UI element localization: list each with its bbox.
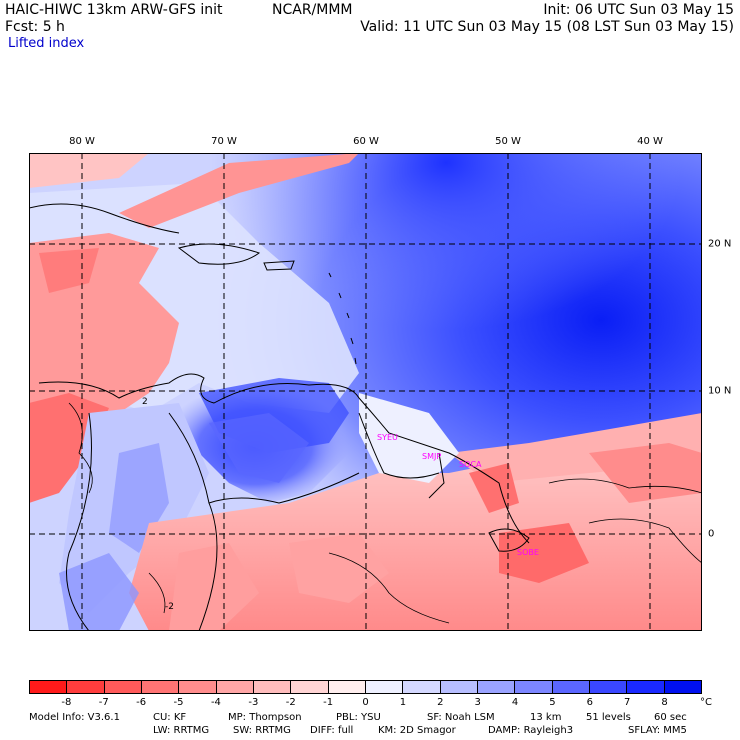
map-frame [29,153,702,631]
colorbar-segment [365,681,404,693]
colorbar-segment [440,681,478,693]
pbl-scheme: PBL: YSU [336,712,381,723]
colorbar-tick-label: -7 [98,697,109,708]
colorbar-segment [664,681,701,693]
km-option: KM: 2D Smagor [378,725,456,736]
colorbar-tick-label: 8 [661,697,668,708]
colorbar-tick-label: -2 [285,697,296,708]
station-sobe: SOBE [517,548,539,557]
damping-option: DAMP: Rayleigh3 [488,725,574,736]
colorbar-tick-label: -8 [61,697,72,708]
lat-label-20n: 20 N [708,238,732,250]
surface-scheme: SF: Noah LSM [427,712,495,723]
field-name: Lifted index [8,36,85,51]
colorbar-tick-label: 3 [474,697,481,708]
init-time: Init: 06 UTC Sun 03 May 15 [543,2,734,18]
colorbar-tick-label: 5 [549,697,556,708]
colorbar-tick-label: 4 [511,697,519,708]
colorbar [29,680,702,694]
lon-label-60w: 60 W [353,136,379,147]
cumulus-scheme: CU: KF [153,712,187,723]
colorbar-tick-label: 1 [399,697,407,708]
lat-label-10n: 10 N [708,385,732,397]
colorbar-tick-label: 7 [624,697,631,708]
grid-spacing: 13 km [530,712,562,723]
station-syeu: SYEU [377,433,398,442]
colorbar-tick-label: -5 [173,697,184,708]
colorbar-segment [589,681,628,693]
station-smjp: SMJP [422,452,441,461]
colorbar-tick-label: -3 [248,697,259,708]
forecast-hour: Fcst: 5 h [5,19,65,35]
colorbar-tick-label: 6 [586,697,594,708]
colorbar-tick-label: -4 [210,697,221,708]
colorbar-segment [328,681,366,693]
model-title: HAIC-HIWC 13km ARW-GFS init [5,2,223,18]
lon-label-70w: 70 W [211,136,237,147]
colorbar-segment [552,681,590,693]
colorbar-segment [291,681,329,693]
colorbar-segment [403,681,441,693]
diffusion-option: DIFF: full [310,725,354,736]
colorbar-tick-label: -1 [323,697,334,708]
organization-label: NCAR/MMM [272,2,353,18]
vertical-levels: 51 levels [586,712,631,723]
valid-time: Valid: 11 UTC Sun 03 May 15 (08 LST Sun … [360,19,734,35]
contour-label-minus2: -2 [165,602,174,612]
surface-layer-scheme: SFLAY: MM5 [628,725,687,736]
time-step: 60 sec [654,712,687,723]
lon-label-80w: 80 W [69,136,95,147]
lon-label-40w: 40 W [637,136,663,147]
longwave-scheme: LW: RRTMG [153,725,210,736]
shortwave-scheme: SW: RRTMG [233,725,291,736]
colorbar-segment [477,681,516,693]
model-info: Model Info: V3.6.1 [29,712,120,723]
colorbar-segment [216,681,254,693]
colorbar-segment [104,681,142,693]
colorbar-unit: °C [700,697,712,708]
colorbar-segment [253,681,292,693]
colorbar-segment [141,681,180,693]
contour-label-2: 2 [142,397,148,407]
lat-label-0: 0 [708,528,715,540]
colorbar-segment [30,681,68,693]
colorbar-tick-label: 2 [437,697,444,708]
colorbar-segment [179,681,217,693]
lifted-index-map: 2 -2 SYEU SMJP SOCA SOBE [29,153,702,631]
microphysics-scheme: MP: Thompson [228,712,302,723]
station-soca: SOCA [459,460,482,469]
coastlines [29,203,530,631]
colorbar-segment [627,681,665,693]
colorbar-tick-label: -6 [136,697,147,708]
station-labels: SYEU SMJP SOCA SOBE [377,433,539,557]
colorbar-segment [67,681,105,693]
graticule [29,153,702,631]
lon-label-50w: 50 W [495,136,521,147]
colorbar-tick-label: 0 [362,697,369,708]
colorbar-segment [515,681,553,693]
contours [68,402,702,624]
